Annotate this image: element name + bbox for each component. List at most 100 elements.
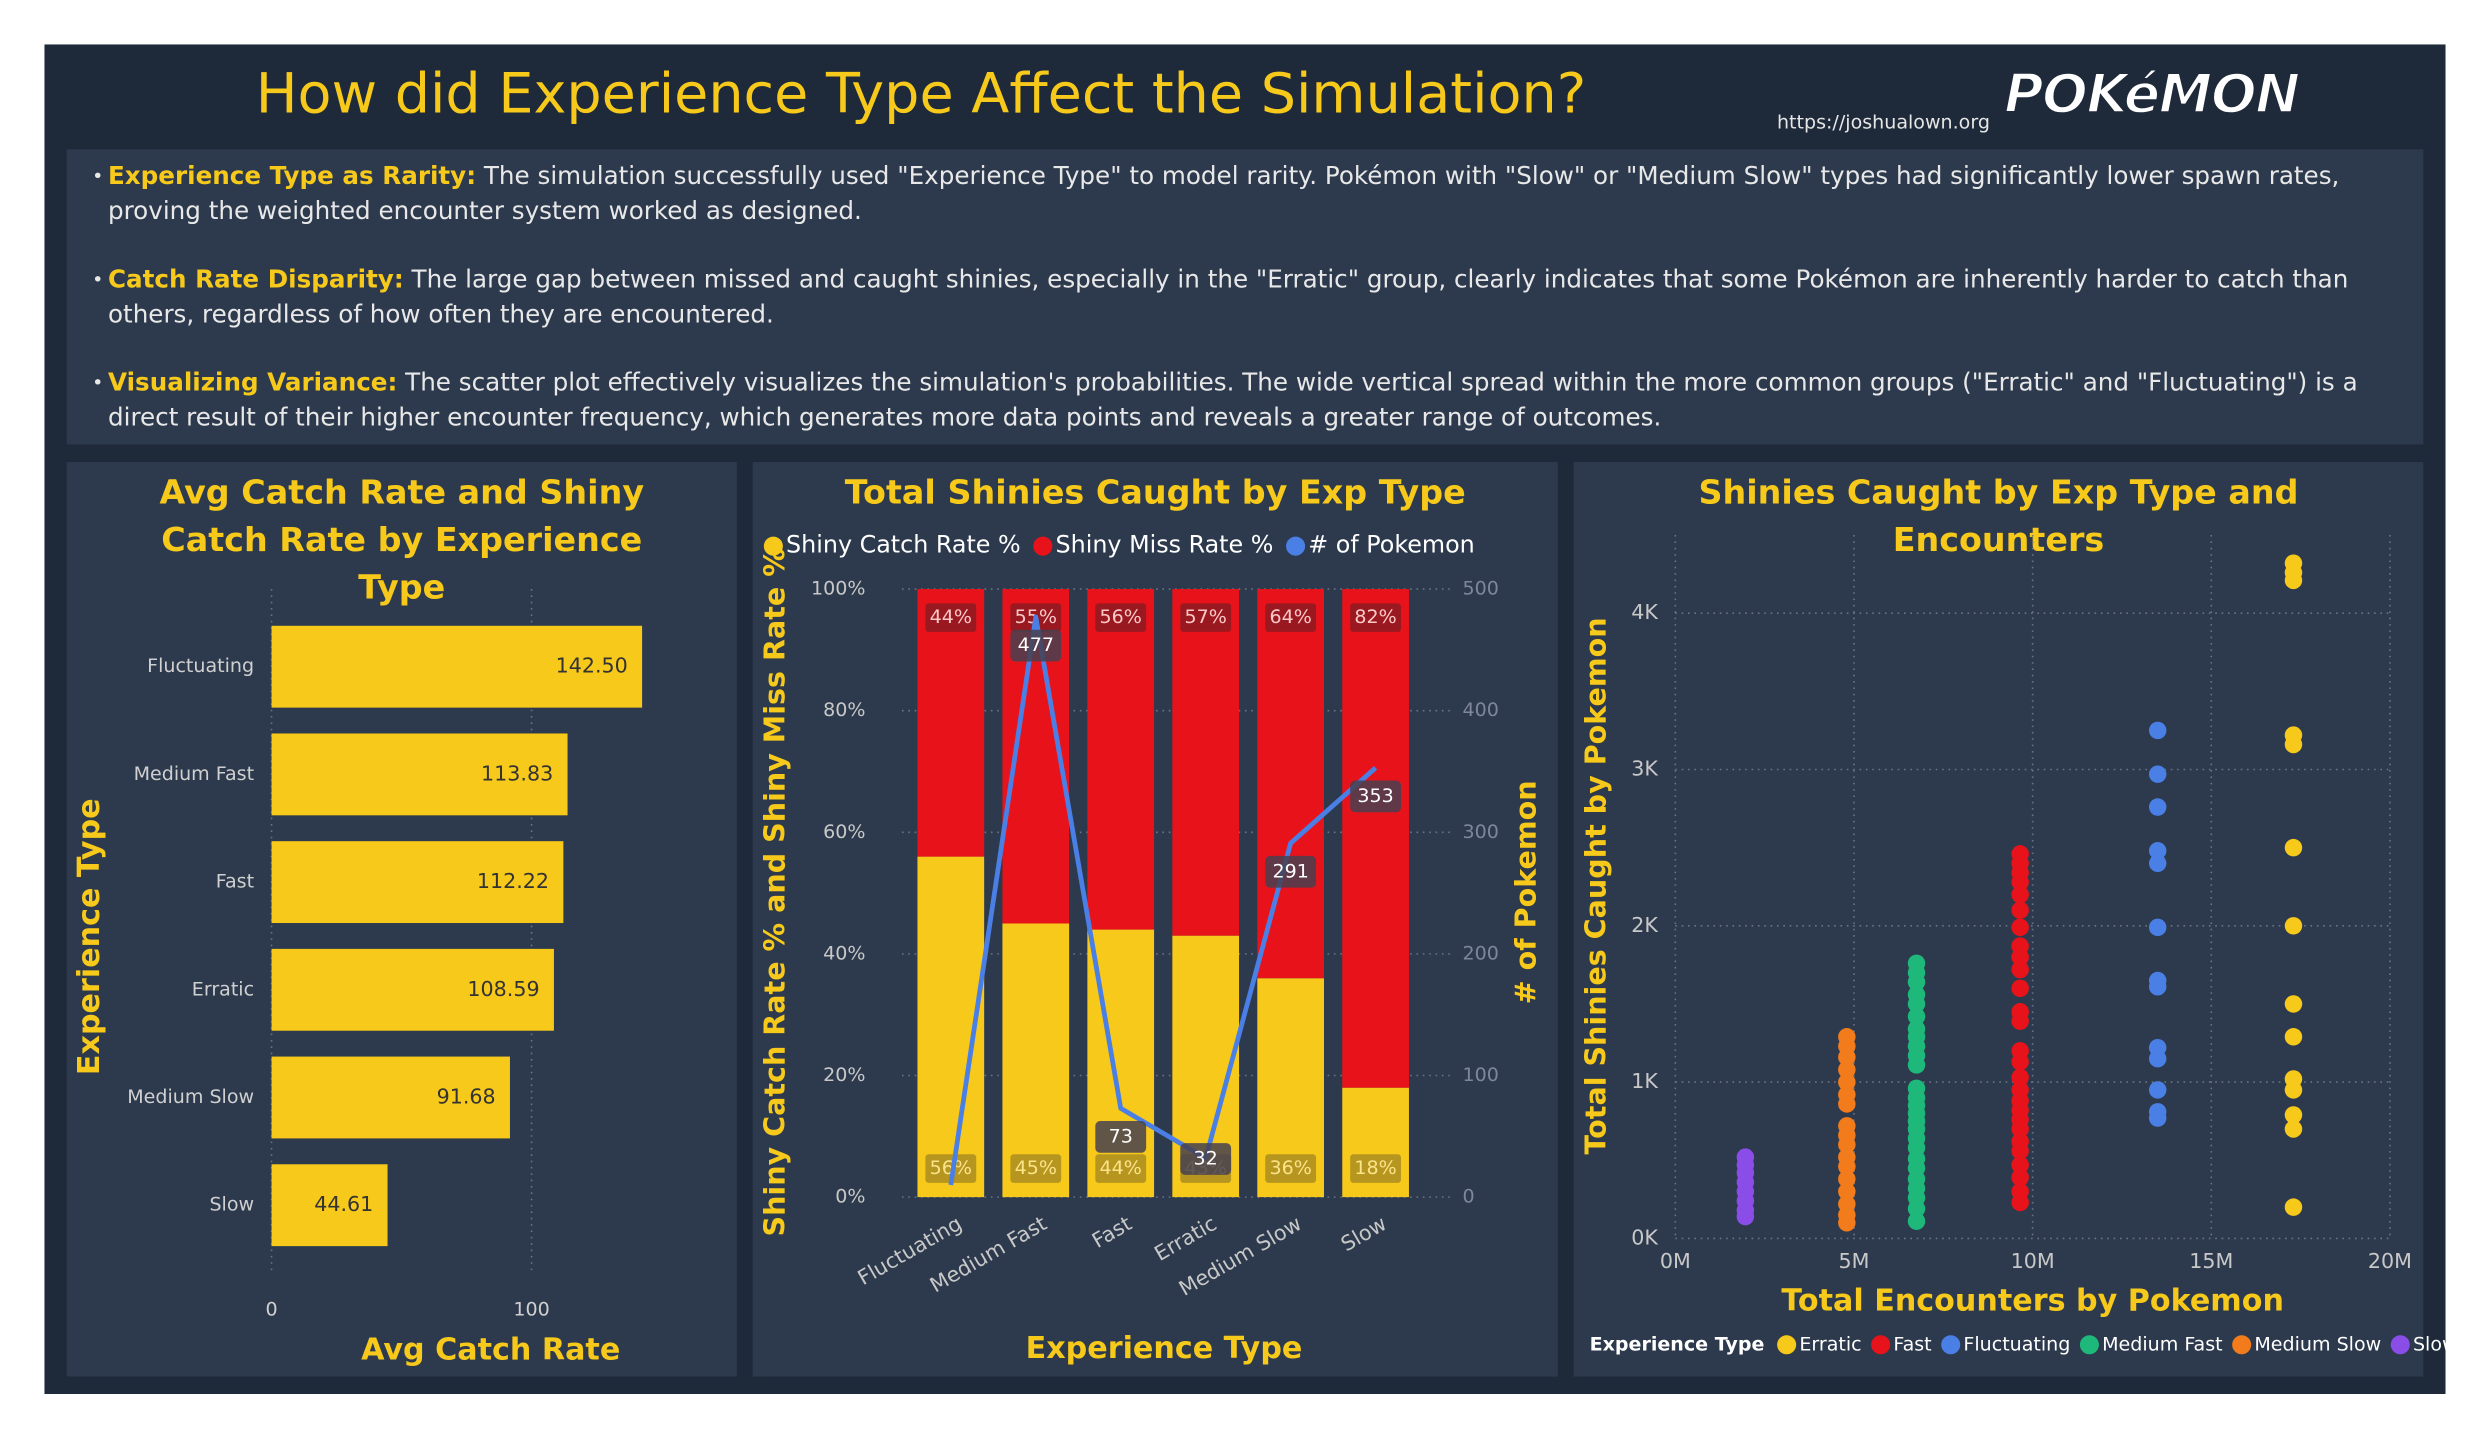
- point: [2011, 960, 2029, 979]
- point: [2148, 721, 2167, 740]
- point: [1907, 1007, 1926, 1026]
- bullet-text: The scatter plot effectively visualizes …: [107, 368, 2358, 432]
- label-box: [1265, 855, 1317, 888]
- y-tick-label: 4K: [1631, 600, 1658, 624]
- point: [1838, 1170, 1856, 1188]
- x-tick-label: Erratic: [1150, 1211, 1220, 1265]
- point: [2284, 1028, 2303, 1046]
- chart-title: Shinies Caught by Exp Type and Encounter…: [1698, 473, 2299, 559]
- point: [1838, 1095, 1856, 1113]
- point: [1907, 1199, 1926, 1218]
- bullet-label: Visualizing Variance:: [107, 368, 398, 397]
- point: [2011, 979, 2029, 998]
- data-label: 142.50: [556, 654, 628, 678]
- y-tick-label: 20%: [823, 1064, 865, 1086]
- x-tick-label: 15M: [2189, 1249, 2233, 1273]
- y2-tick-label: 500: [1463, 578, 1499, 600]
- point: [2148, 1049, 2167, 1068]
- y-tick-label: 0K: [1631, 1225, 1658, 1249]
- point: [2284, 1081, 2303, 1099]
- data-label: 477: [1018, 634, 1054, 656]
- point: [1736, 1207, 1755, 1226]
- bar-segment: [1342, 1087, 1409, 1198]
- label-box: [1095, 1121, 1147, 1153]
- y-tick-label: 1K: [1631, 1069, 1658, 1093]
- legend-marker: [2232, 1335, 2252, 1355]
- y-tick-label: 80%: [823, 699, 865, 721]
- line: [948, 614, 1378, 1186]
- point: [1838, 1073, 1856, 1091]
- legend-label: # of Pokemon: [1308, 531, 1474, 559]
- bar: [271, 625, 643, 708]
- bullet-label: Catch Rate Disparity:: [107, 265, 404, 294]
- point: [2148, 798, 2167, 816]
- label-box: [1010, 1154, 1062, 1183]
- point: [2148, 918, 2167, 937]
- legend-label: Shiny Miss Rate %: [1056, 531, 1274, 559]
- y-tick-label: Fast: [216, 871, 255, 893]
- point: [2284, 1120, 2303, 1138]
- data-label: 18%: [1354, 1157, 1396, 1179]
- legend-label: Medium Fast: [2102, 1333, 2223, 1355]
- chart-title: Avg Catch Rate and Shiny Catch Rate by E…: [159, 473, 645, 607]
- label-box: [1350, 1154, 1402, 1183]
- point: [1907, 1056, 1926, 1074]
- y2-axis-title: # of Pokemon: [1509, 780, 1543, 1004]
- y-axis-title: Shiny Catch Rate % and Shiny Miss Rate %: [758, 548, 792, 1236]
- point: [2011, 948, 2029, 966]
- data-label: 57%: [1185, 606, 1227, 628]
- data-label: 113.83: [481, 761, 553, 785]
- legend-label: Fast: [1893, 1333, 1932, 1355]
- y-tick-label: Erratic: [192, 978, 254, 1000]
- bar: [271, 1164, 388, 1247]
- y-tick-label: Medium Slow: [127, 1086, 254, 1108]
- bullet: Experience Type as Rarity: The simulatio…: [92, 159, 2411, 229]
- data-label: 353: [1357, 785, 1393, 807]
- data-label: 45%: [1015, 1157, 1057, 1179]
- point: [2011, 885, 2029, 904]
- bar-segment: [1087, 589, 1155, 930]
- x-tick-label: 20M: [2368, 1249, 2412, 1273]
- point: [2148, 1109, 2167, 1127]
- x-tick-label: 0M: [1660, 1249, 1691, 1273]
- data-label: 91.68: [437, 1084, 496, 1108]
- y-tick-label: Slow: [209, 1194, 254, 1216]
- legend-marker: [2390, 1335, 2410, 1355]
- legend-label: Fluctuating: [1963, 1333, 2070, 1355]
- bar-segment: [1342, 589, 1409, 1088]
- x-tick-label: 10M: [2011, 1249, 2055, 1273]
- data-label: 82%: [1354, 606, 1396, 628]
- point: [1838, 1048, 1856, 1066]
- y2-tick-label: 400: [1463, 699, 1499, 721]
- label-box: [1265, 603, 1317, 632]
- data-label: 73: [1109, 1125, 1133, 1147]
- y-tick-label: 60%: [823, 821, 865, 843]
- y2-tick-label: 100: [1463, 1064, 1499, 1086]
- y-tick-label: 40%: [823, 942, 865, 964]
- bar-segment: [1257, 978, 1324, 1198]
- legend-label: Medium Slow: [2254, 1333, 2381, 1355]
- point: [2011, 1053, 2029, 1071]
- bullet-text: The simulation successfully used "Experi…: [107, 161, 2340, 226]
- label-box: [1095, 603, 1147, 632]
- data-label: 56%: [930, 1157, 972, 1179]
- point: [2284, 571, 2303, 590]
- bar: [271, 841, 564, 924]
- y-tick-label: 100%: [811, 578, 865, 600]
- point: [2284, 735, 2303, 754]
- insights: Experience Type as Rarity: The simulatio…: [66, 149, 2424, 445]
- legend-label: Shiny Catch Rate %: [786, 531, 1021, 559]
- page-title: How did Experience Type Affect the Simul…: [255, 63, 1587, 128]
- data-label: 44%: [1100, 1157, 1142, 1179]
- bullet-text: The large gap between missed and caught …: [107, 265, 2349, 329]
- point: [2148, 854, 2167, 873]
- label-box: [1265, 1154, 1317, 1183]
- label-box: [1095, 1154, 1147, 1183]
- y2-tick-label: 0: [1463, 1186, 1475, 1208]
- x-tick-label: Fast: [1088, 1211, 1136, 1253]
- data-label: 32: [1194, 1148, 1218, 1170]
- point: [1838, 1157, 1856, 1176]
- logo: POKéMON: [2003, 62, 2302, 128]
- url: https://joshualown.org: [1776, 111, 1990, 134]
